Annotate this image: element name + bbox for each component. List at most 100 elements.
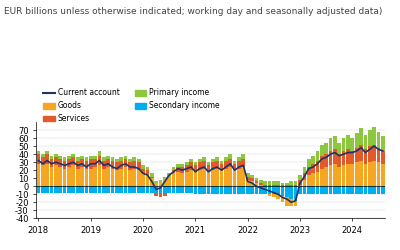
Legend: Current account, Goods, Services, Primary income, Secondary income: Current account, Goods, Services, Primar…	[40, 86, 223, 126]
Bar	[185, 166, 188, 172]
Bar	[250, 182, 254, 186]
Bar	[45, 186, 49, 193]
Bar	[377, 132, 380, 148]
Bar	[250, 186, 254, 194]
Bar	[146, 170, 149, 175]
Bar	[368, 146, 372, 162]
Bar	[72, 154, 75, 157]
Bar	[89, 186, 93, 193]
Bar	[316, 186, 319, 194]
Bar	[54, 154, 58, 157]
Bar	[220, 170, 223, 186]
Bar	[285, 185, 289, 186]
Bar	[137, 159, 140, 162]
Bar	[228, 154, 232, 159]
Bar	[254, 186, 258, 194]
Bar	[254, 182, 258, 183]
Bar	[124, 156, 128, 159]
Bar	[167, 174, 171, 176]
Bar	[106, 159, 110, 167]
Bar	[194, 166, 197, 172]
Bar	[159, 193, 162, 198]
Bar	[67, 167, 71, 186]
Bar	[285, 186, 289, 198]
Bar	[233, 160, 236, 164]
Bar	[233, 170, 236, 186]
Bar	[198, 159, 202, 162]
Bar	[58, 159, 62, 167]
Bar	[259, 180, 263, 183]
Bar	[215, 168, 219, 186]
Bar	[372, 160, 376, 186]
Bar	[372, 144, 376, 160]
Bar	[224, 160, 228, 168]
Bar	[224, 157, 228, 160]
Bar	[154, 193, 158, 196]
Bar	[285, 183, 289, 185]
Bar	[106, 186, 110, 193]
Bar	[84, 186, 88, 193]
Bar	[93, 167, 97, 186]
Bar	[36, 154, 40, 164]
Bar	[228, 167, 232, 186]
Bar	[36, 151, 40, 154]
Bar	[159, 180, 162, 182]
Bar	[259, 185, 263, 186]
Bar	[172, 167, 176, 170]
Bar	[372, 127, 376, 144]
Bar	[224, 186, 228, 194]
Bar	[298, 186, 302, 194]
Bar	[41, 157, 45, 166]
Bar	[259, 183, 263, 185]
Bar	[333, 164, 337, 186]
Bar	[120, 186, 123, 193]
Bar	[176, 164, 180, 167]
Bar	[189, 159, 193, 162]
Bar	[324, 143, 328, 154]
Bar	[67, 159, 71, 167]
Bar	[346, 186, 350, 194]
Bar	[167, 186, 171, 193]
Bar	[224, 168, 228, 186]
Bar	[355, 186, 358, 194]
Bar	[381, 136, 385, 151]
Bar	[290, 199, 293, 205]
Bar	[176, 172, 180, 186]
Bar	[137, 162, 140, 170]
Bar	[185, 162, 188, 166]
Bar	[359, 128, 363, 144]
Bar	[146, 167, 149, 170]
Bar	[185, 172, 188, 186]
Bar	[111, 157, 114, 160]
Bar	[268, 185, 271, 186]
Bar	[281, 183, 284, 185]
Bar	[242, 167, 245, 186]
Bar	[377, 162, 380, 186]
Bar	[206, 166, 210, 172]
Bar	[206, 186, 210, 194]
Bar	[272, 186, 276, 194]
Bar	[141, 186, 145, 193]
Bar	[272, 185, 276, 186]
Bar	[163, 186, 167, 193]
Bar	[41, 186, 45, 193]
Bar	[54, 157, 58, 166]
Bar	[359, 160, 363, 186]
Bar	[242, 186, 245, 194]
Bar	[198, 170, 202, 186]
Bar	[172, 174, 176, 186]
Bar	[141, 166, 145, 168]
Bar	[233, 186, 236, 194]
Bar	[368, 162, 372, 186]
Bar	[180, 186, 184, 193]
Bar	[159, 186, 162, 193]
Bar	[63, 168, 66, 186]
Bar	[263, 182, 267, 185]
Bar	[84, 160, 88, 168]
Bar	[342, 138, 346, 151]
Bar	[377, 148, 380, 162]
Bar	[45, 151, 49, 154]
Bar	[41, 166, 45, 186]
Bar	[307, 186, 310, 194]
Bar	[368, 186, 372, 194]
